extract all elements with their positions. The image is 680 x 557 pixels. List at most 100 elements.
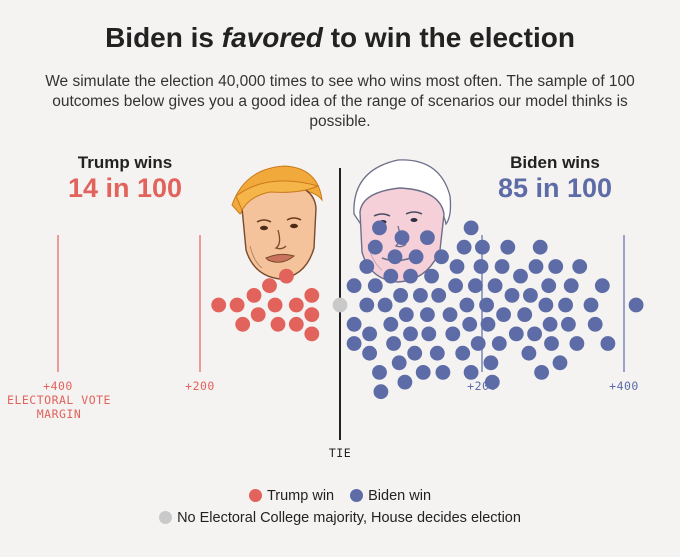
outcome-dot-biden-53 bbox=[448, 278, 463, 294]
chart-title: Biden is favored to win the election bbox=[105, 22, 575, 53]
outcome-dot-biden-63 bbox=[473, 259, 489, 274]
outcome-dot-biden-82 bbox=[532, 239, 548, 255]
outcome-dot-biden-40 bbox=[408, 249, 424, 265]
outcome-dot-biden-64 bbox=[475, 239, 490, 255]
outcome-dot-biden-94 bbox=[572, 259, 588, 274]
outcome-dot-biden-55 bbox=[455, 345, 471, 361]
outcome-dot-biden-28 bbox=[383, 316, 399, 332]
outcome-dot-biden-78 bbox=[521, 345, 537, 361]
outcome-dot-biden-16 bbox=[346, 278, 362, 294]
outcome-dot-trump-2 bbox=[235, 316, 251, 332]
outcome-dot-tie-14 bbox=[332, 297, 348, 313]
outcome-dot-biden-73 bbox=[500, 239, 516, 255]
outcome-dot-biden-41 bbox=[413, 288, 428, 303]
legend-trump-label: Trump win bbox=[266, 488, 335, 504]
axis-label-trump-200: +200 bbox=[185, 379, 215, 393]
trump-wins-label: Trump wins bbox=[77, 153, 173, 172]
outcome-dot-biden-61 bbox=[468, 278, 483, 294]
outcome-dot-biden-97 bbox=[594, 278, 610, 294]
outcome-dot-biden-35 bbox=[397, 374, 413, 390]
outcome-dot-biden-32 bbox=[391, 355, 407, 371]
beeswarm-chart bbox=[57, 159, 644, 440]
outcome-dot-biden-15 bbox=[346, 316, 362, 332]
legend-biden-swatch bbox=[350, 489, 364, 502]
outcome-dot-biden-85 bbox=[541, 278, 557, 294]
outcome-dot-biden-87 bbox=[544, 336, 559, 351]
outcome-dot-biden-43 bbox=[420, 307, 435, 322]
outcome-dot-trump-1 bbox=[229, 297, 245, 313]
biden-wins-count: 85 in 100 bbox=[497, 173, 613, 203]
outcome-dot-biden-66 bbox=[480, 316, 496, 332]
outcome-dot-biden-36 bbox=[398, 307, 414, 322]
outcome-dot-trump-6 bbox=[267, 297, 283, 313]
outcome-dot-biden-83 bbox=[534, 365, 549, 380]
outcome-dot-biden-29 bbox=[383, 268, 399, 284]
outcome-dot-biden-95 bbox=[583, 297, 599, 313]
legend-tie-swatch bbox=[159, 511, 173, 524]
outcome-dot-biden-89 bbox=[552, 355, 568, 371]
outcome-dot-biden-57 bbox=[459, 297, 475, 313]
outcome-dot-biden-38 bbox=[403, 268, 418, 284]
biden-wins-label: Biden wins bbox=[510, 153, 600, 172]
outcome-dot-biden-69 bbox=[487, 278, 503, 294]
outcome-dot-biden-71 bbox=[494, 259, 510, 274]
outcome-dot-trump-4 bbox=[250, 307, 266, 322]
outcome-dot-trump-0 bbox=[211, 297, 227, 313]
outcome-dot-biden-54 bbox=[449, 259, 465, 274]
outcome-dot-biden-99 bbox=[628, 297, 644, 313]
trump-wins-count: 14 in 100 bbox=[67, 173, 183, 203]
outcome-dot-biden-39 bbox=[407, 345, 423, 361]
chart-subtitle: We simulate the election 40,000 times to… bbox=[45, 73, 635, 130]
outcome-dot-biden-33 bbox=[393, 288, 408, 303]
outcome-dot-biden-50 bbox=[435, 365, 451, 380]
outcome-dot-biden-96 bbox=[587, 316, 603, 332]
outcome-dot-biden-67 bbox=[483, 355, 499, 371]
outcome-dot-trump-5 bbox=[262, 278, 277, 294]
outcome-dot-biden-31 bbox=[387, 249, 403, 265]
outcome-dot-biden-91 bbox=[561, 316, 576, 332]
outcome-dot-biden-45 bbox=[421, 326, 437, 342]
outcome-dot-biden-24 bbox=[372, 365, 387, 380]
outcome-dot-biden-49 bbox=[434, 249, 449, 265]
outcome-dot-biden-92 bbox=[563, 278, 579, 294]
outcome-dot-biden-52 bbox=[445, 326, 461, 342]
outcome-dot-biden-44 bbox=[420, 230, 435, 246]
outcome-dot-biden-42 bbox=[415, 365, 431, 380]
outcome-dot-trump-3 bbox=[246, 288, 262, 303]
outcome-dot-biden-75 bbox=[508, 326, 524, 342]
outcome-dot-biden-27 bbox=[377, 297, 393, 313]
outcome-dot-biden-80 bbox=[527, 326, 542, 342]
outcome-dot-biden-72 bbox=[496, 307, 511, 322]
outcome-dot-biden-90 bbox=[558, 297, 573, 313]
axis-label-tie: TIE bbox=[328, 446, 352, 460]
outcome-dot-trump-13 bbox=[304, 326, 320, 342]
outcome-dot-biden-20 bbox=[362, 326, 377, 342]
outcome-dot-biden-34 bbox=[394, 230, 410, 246]
outcome-dot-biden-77 bbox=[517, 307, 533, 322]
outcome-dot-biden-81 bbox=[528, 259, 544, 274]
axis-label-biden-200: +200 bbox=[467, 379, 497, 393]
outcome-dot-biden-30 bbox=[386, 336, 401, 351]
outcome-dot-biden-37 bbox=[403, 326, 418, 342]
outcome-dots bbox=[211, 220, 644, 400]
outcome-dot-trump-9 bbox=[288, 297, 304, 313]
legend-biden: Biden win bbox=[350, 488, 431, 504]
outcome-dot-biden-21 bbox=[362, 345, 377, 361]
outcome-dot-biden-18 bbox=[359, 297, 375, 313]
outcome-dot-biden-51 bbox=[442, 307, 458, 322]
legend-tie-label: No Electoral College majority, House dec… bbox=[177, 510, 521, 526]
outcome-dot-biden-17 bbox=[346, 336, 362, 351]
legend-trump: Trump win bbox=[248, 488, 335, 504]
outcome-dot-biden-93 bbox=[569, 336, 585, 351]
axis-label-trump-400: +400 bbox=[43, 379, 73, 393]
axis-title-line-2: MARGIN bbox=[36, 407, 82, 421]
outcome-dot-biden-98 bbox=[600, 336, 616, 351]
outcome-dot-biden-56 bbox=[456, 239, 472, 255]
outcome-dot-trump-8 bbox=[279, 268, 294, 284]
outcome-dot-biden-62 bbox=[470, 336, 486, 351]
legend-biden-label: Biden win bbox=[368, 488, 432, 504]
outcome-dot-biden-65 bbox=[479, 297, 494, 313]
legend-row-2: No Electoral College majority, House dec… bbox=[0, 510, 680, 526]
legend-row-1: Trump win Biden win bbox=[0, 488, 680, 504]
outcome-dot-biden-70 bbox=[491, 336, 507, 351]
